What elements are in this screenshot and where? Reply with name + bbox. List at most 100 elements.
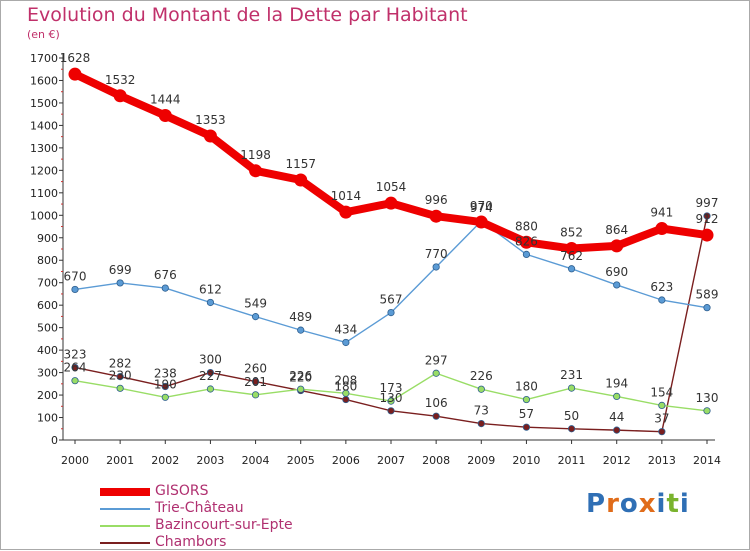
data-point-2: [71, 377, 79, 385]
logo-letter: r: [606, 489, 620, 519]
data-label-0: 1198: [240, 148, 271, 162]
data-label-2: 190: [154, 377, 177, 391]
legend: GISORS Trie-Château Bazincourt-sur-Epte …: [100, 483, 360, 551]
data-point-1: [161, 284, 169, 292]
logo-letter: o: [619, 489, 639, 519]
data-label-1: 676: [154, 268, 177, 282]
legend-item-chambors: Chambors: [100, 534, 360, 551]
data-point-2: [342, 389, 350, 397]
data-label-2: 227: [199, 369, 222, 383]
legend-label-gisors: GISORS: [155, 483, 209, 499]
data-label-2: 130: [696, 391, 719, 405]
data-label-1: 974: [470, 201, 493, 215]
legend-swatch-trie-chateau: [100, 508, 150, 510]
data-label-0: 880: [515, 219, 538, 233]
data-label-0: 970: [470, 199, 493, 213]
data-point-3: [567, 425, 576, 433]
data-label-2: 154: [650, 385, 673, 399]
legend-swatch-chambors: [100, 542, 150, 544]
data-label-1: 699: [109, 263, 132, 277]
data-label-3: 997: [696, 196, 719, 210]
x-tick-label: 2006: [332, 454, 360, 467]
data-label-1: 549: [244, 297, 267, 311]
legend-label-bazincourt: Bazincourt-sur-Epte: [155, 517, 293, 533]
x-tick-label: 2001: [106, 454, 134, 467]
logo-letter: i: [679, 489, 690, 519]
x-tick-label: 2005: [287, 454, 315, 467]
data-point-1: [71, 285, 79, 294]
data-point-0: [249, 164, 263, 178]
logo-letter: t: [666, 489, 680, 519]
data-label-3: 73: [474, 404, 489, 418]
data-point-3: [71, 363, 79, 372]
data-point-2: [658, 401, 666, 409]
data-label-0: 1628: [60, 51, 91, 65]
data-point-1: [567, 265, 576, 273]
data-label-2: 226: [470, 369, 493, 383]
data-label-3: 44: [609, 410, 624, 424]
data-point-2: [613, 392, 621, 401]
data-point-3: [613, 426, 621, 434]
data-point-3: [116, 373, 124, 381]
data-label-1: 670: [64, 269, 87, 283]
data-point-0: [294, 173, 308, 187]
data-label-2: 230: [109, 368, 132, 382]
data-label-0: 1157: [285, 157, 316, 171]
data-label-2: 231: [560, 368, 583, 382]
x-tick-label: 2009: [467, 454, 495, 467]
data-label-2: 180: [515, 380, 538, 394]
data-label-3: 300: [199, 353, 222, 367]
legend-item-gisors: GISORS: [100, 483, 360, 500]
y-tick-label: 1400: [30, 119, 58, 132]
data-point-0: [519, 235, 533, 249]
data-point-0: [429, 209, 443, 223]
y-tick-label: 1500: [30, 97, 58, 110]
data-label-0: 912: [696, 212, 719, 226]
data-label-0: 1532: [105, 73, 136, 87]
data-label-3: 238: [154, 367, 177, 381]
data-point-0: [113, 89, 127, 103]
data-label-1: 589: [696, 288, 719, 302]
data-point-1: [522, 250, 531, 258]
data-point-0: [700, 228, 714, 242]
data-label-0: 941: [650, 206, 673, 220]
x-tick-label: 2002: [151, 454, 179, 467]
y-tick-label: 600: [37, 299, 58, 312]
data-point-3: [703, 212, 711, 220]
data-label-0: 864: [605, 223, 628, 237]
data-point-1: [251, 313, 260, 321]
x-tick-label: 2011: [558, 454, 586, 467]
data-point-2: [477, 385, 485, 393]
proxiti-logo: Proxiti: [586, 489, 690, 519]
data-point-1: [387, 308, 395, 317]
data-point-0: [565, 242, 579, 256]
data-point-1: [703, 304, 711, 312]
data-label-0: 1014: [331, 189, 362, 203]
data-point-3: [432, 412, 440, 420]
data-point-0: [339, 205, 353, 219]
y-tick-label: 1700: [30, 52, 58, 65]
data-point-1: [613, 281, 621, 289]
data-point-2: [703, 407, 711, 415]
data-point-3: [161, 382, 169, 391]
data-label-2: 226: [289, 369, 312, 383]
data-point-1: [432, 263, 440, 271]
data-label-3: 57: [519, 407, 534, 421]
data-point-2: [297, 385, 305, 393]
data-label-1: 612: [199, 282, 222, 296]
data-point-0: [203, 129, 217, 143]
legend-label-chambors: Chambors: [155, 534, 227, 550]
data-label-2: 173: [380, 381, 403, 395]
data-point-0: [68, 67, 82, 81]
chart-subtitle: (en €): [27, 28, 60, 41]
data-label-3: 323: [64, 347, 87, 361]
x-tick-label: 2003: [196, 454, 224, 467]
data-label-3: 220: [289, 371, 312, 385]
data-point-2: [567, 384, 576, 392]
data-point-3: [342, 395, 350, 404]
data-label-3: 130: [380, 391, 403, 405]
data-label-2: 264: [64, 361, 87, 375]
data-point-1: [342, 338, 350, 347]
data-label-3: 282: [109, 357, 132, 371]
